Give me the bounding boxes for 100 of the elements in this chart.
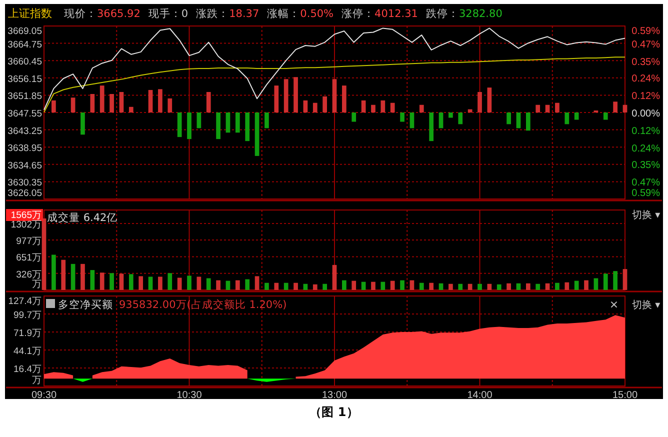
bar [410, 112, 414, 128]
bar [371, 104, 376, 112]
y2-tick-label: 0.12% [632, 90, 660, 102]
bar [284, 79, 288, 112]
x-tick-label: 15:00 [612, 390, 638, 401]
y-tick-label: 3651.85 [8, 91, 42, 102]
bar [526, 112, 530, 131]
y-tick-label: 3634.65 [8, 160, 42, 172]
bar [52, 100, 56, 112]
text: （图 1） [310, 405, 358, 419]
y-tick-label: 万 [32, 279, 42, 290]
text: 切换 ▾ [632, 209, 660, 221]
y-tick-label: 127.4万 [8, 296, 42, 307]
y-tick-label: 1302万 [10, 219, 42, 230]
bar [196, 112, 202, 128]
y-tick-label: 3656.15 [8, 74, 42, 85]
y2-tick-label: 0.47% [632, 177, 660, 188]
bar [303, 100, 308, 112]
bar [564, 112, 570, 124]
bar [536, 104, 540, 112]
bar [478, 92, 482, 112]
chart-title: 成交量 6.42亿 [47, 211, 118, 224]
y-tick-label: 万 [32, 375, 42, 386]
bar [226, 112, 230, 133]
text: 涨幅：0.50% [267, 8, 334, 20]
bar [216, 112, 220, 140]
bar [206, 92, 211, 112]
bar [128, 106, 134, 112]
chart-title: 上证指数 [8, 7, 52, 20]
bar [90, 94, 95, 112]
chart-title: 多空净买额 [58, 298, 113, 311]
bar [158, 89, 162, 112]
y-tick-label: 3647.55 [8, 108, 42, 120]
bar [119, 92, 124, 112]
y-tick-label: 3643.25 [8, 126, 42, 137]
text: 切换 ▾ [632, 299, 660, 311]
y-tick-label: 71.9万 [14, 328, 42, 340]
bar [487, 88, 492, 112]
x-tick-label: 14:00 [467, 390, 493, 401]
bar [245, 112, 250, 142]
bar [545, 104, 550, 112]
bar [380, 100, 386, 112]
bar [603, 112, 608, 120]
bar [390, 102, 395, 112]
bar [332, 79, 337, 112]
bar [438, 112, 444, 128]
y-tick-label: 3664.75 [8, 39, 42, 50]
y-tick-label: 1565万 [10, 210, 42, 221]
y2-tick-label: 0.12% [632, 126, 660, 138]
y-tick-label: 977万 [16, 236, 42, 248]
x-tick-label: 13:00 [322, 390, 348, 401]
y2-tick-label: 0.47% [632, 40, 660, 51]
bar [555, 102, 560, 112]
bar [187, 112, 192, 140]
y-tick-label: 99.7万 [14, 310, 42, 321]
text: 现手：0 [148, 7, 188, 20]
bar [516, 112, 521, 128]
bar [352, 112, 356, 122]
y-tick-label: 651万 [16, 252, 42, 264]
y-tick-label: 3660.45 [8, 56, 42, 68]
y2-tick-label: 0.00% [632, 108, 660, 120]
y2-tick-label: 0.24% [632, 144, 660, 155]
bar [458, 112, 463, 124]
bar [110, 94, 114, 112]
y2-tick-label: 0.24% [632, 73, 660, 84]
y2-tick-label: 0.35% [632, 57, 660, 68]
bar [419, 104, 424, 112]
text: 跌停：3282.80 [426, 8, 502, 20]
bar [613, 102, 618, 112]
bar [429, 112, 434, 142]
bar [506, 112, 511, 124]
y-tick-label: 3626.05 [8, 188, 42, 199]
text: 涨跌：18.37 [196, 8, 260, 20]
bar [322, 96, 327, 112]
x-tick-label: 09:30 [31, 390, 57, 401]
line-series [44, 56, 626, 113]
bar [264, 112, 269, 128]
bar [235, 112, 240, 133]
bar [574, 112, 579, 120]
annotation: × [609, 298, 619, 311]
text: 涨停：4012.31 [342, 8, 418, 20]
y-tick-label: 3638.95 [8, 143, 42, 154]
bar [148, 90, 153, 112]
y-tick-label: 16.4万 [14, 364, 42, 376]
bar [400, 112, 404, 122]
bar [177, 112, 182, 138]
bar [274, 86, 279, 112]
bar [100, 86, 104, 112]
bar [80, 112, 85, 135]
bar [168, 98, 172, 112]
y-tick-label: 3630.35 [8, 178, 42, 189]
bar [342, 86, 346, 112]
y2-tick-label: 0.59% [632, 26, 660, 37]
y-tick-label: 44.1万 [14, 346, 42, 358]
bar [70, 98, 76, 112]
text: 现价：3665.92 [64, 8, 140, 20]
bar [294, 77, 298, 112]
y2-tick-label: 0.59% [632, 188, 660, 199]
x-tick-label: 10:30 [176, 390, 202, 401]
y2-tick-label: 0.35% [632, 160, 660, 171]
